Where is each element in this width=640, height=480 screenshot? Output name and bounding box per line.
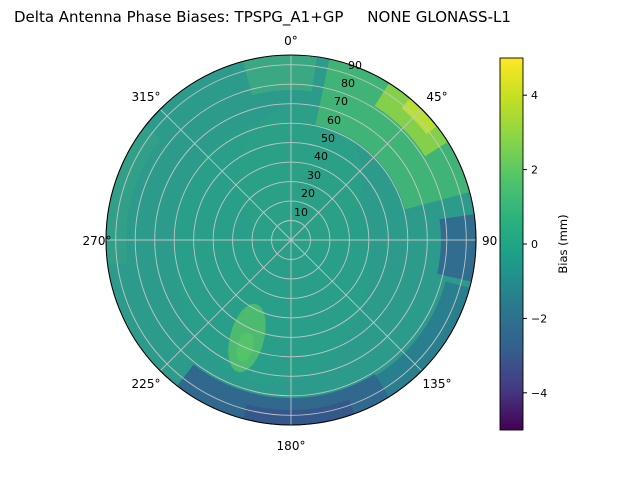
colorbar-tick-label-n4: −4 <box>531 387 547 400</box>
radial-label-90: 90 <box>348 59 362 72</box>
contour-lower-right-band <box>371 281 470 401</box>
polar-grid <box>106 55 476 425</box>
radial-tick-labels: 10 20 30 40 50 60 70 80 90 <box>294 59 362 219</box>
colorbar: 4 2 0 −2 −4 Bias (mm) <box>499 57 570 431</box>
contour-brightest-arc <box>401 98 437 135</box>
colorbar-ticks <box>523 94 527 394</box>
radial-label-60: 60 <box>327 114 341 127</box>
azimuth-label-45: 45° <box>426 90 447 104</box>
azimuth-label-270: 270° <box>83 234 112 248</box>
radial-label-10: 10 <box>294 206 308 219</box>
azimuth-label-0: 0° <box>284 34 298 48</box>
azimuth-tick-labels: 0° 45° 90 135° 180° 225° 270° 315° <box>83 34 498 453</box>
colorbar-tick-labels: 4 2 0 −2 −4 <box>531 89 547 400</box>
colorbar-tick-label-2: 2 <box>531 164 538 177</box>
contour-left-green-arc <box>106 126 161 266</box>
grid-spoke-45 <box>290 108 423 241</box>
azimuth-label-315: 315° <box>132 90 161 104</box>
radial-label-50: 50 <box>321 132 335 145</box>
grid-spoke-315 <box>159 108 292 241</box>
azimuth-label-90: 90 <box>482 234 497 248</box>
polar-axes-outline <box>105 54 477 426</box>
contour-right-blue-wedge <box>437 214 476 282</box>
grid-spoke-225 <box>159 239 292 372</box>
chart-title: Delta Antenna Phase Biases: TPSPG_A1+GP … <box>14 8 511 26</box>
colorbar-axis-label: Bias (mm) <box>556 214 570 273</box>
azimuth-label-225: 225° <box>132 377 161 391</box>
colorbar-tick-label-0: 0 <box>531 238 538 251</box>
azimuth-label-135: 135° <box>423 377 452 391</box>
radial-label-30: 30 <box>307 169 321 182</box>
grid-spoke-135 <box>290 239 423 372</box>
contour-bottom-dark-core <box>243 399 355 425</box>
colorbar-tick-label-n2: −2 <box>531 312 547 325</box>
contour-upper-wash <box>238 106 362 250</box>
radial-label-80: 80 <box>341 77 355 90</box>
colorbar-tick-label-4: 4 <box>531 89 538 102</box>
colorbar-gradient <box>499 57 524 431</box>
radial-label-70: 70 <box>334 95 348 108</box>
radial-label-40: 40 <box>314 150 328 163</box>
azimuth-label-180: 180° <box>277 439 306 453</box>
radial-label-20: 20 <box>301 187 315 200</box>
